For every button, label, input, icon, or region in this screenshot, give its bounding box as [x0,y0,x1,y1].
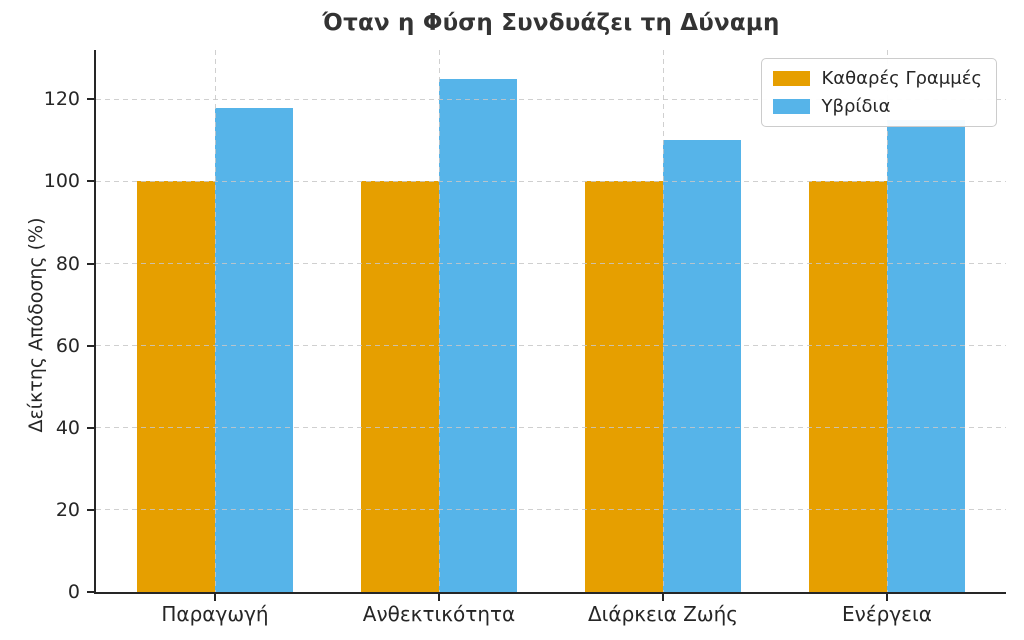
legend-swatch [773,71,811,86]
bar-series1 [585,181,663,592]
x-axis-spine [94,592,1006,594]
axes-layer: 0 20 40 60 80 100 120 Παραγωγή Ανθεκτικότητα Διά… [44,50,1006,626]
chart-title: Όταν η Φύση Συνδυάζει τη Δύναμη [322,10,780,36]
y-tick-mark [87,180,94,183]
bar-series2 [439,78,517,592]
y-tick-label: 60 [55,334,80,357]
legend: Καθαρές Γραμμές Υβρίδια [761,58,997,127]
x-tick-label: Διάρκεια Ζωής [587,602,739,626]
x-tick-label: Παραγωγή [161,602,269,626]
y-axis-spine [94,50,96,594]
x-tick-mark [886,594,888,601]
y-tick-mark [87,591,94,593]
x-tick-mark [214,594,216,601]
y-tick-label: 40 [55,416,80,439]
legend-swatch [773,99,811,114]
y-tick-mark [87,426,94,429]
legend-label: Καθαρές Γραμμές [821,68,982,89]
legend-item: Υβρίδια [773,96,982,117]
x-tick-mark [662,594,664,601]
bar-series1 [137,181,215,592]
bar-series2 [663,140,741,592]
y-tick-mark [87,344,94,347]
y-tick-label: 80 [55,252,80,275]
x-tick-label: Ανθεκτικότητα [362,602,516,626]
y-tick-label: 20 [55,498,80,521]
y-tick-mark [87,508,94,511]
legend-label: Υβρίδια [821,96,891,117]
legend-item: Καθαρές Γραμμές [773,68,982,89]
y-tick-label: 0 [67,581,80,603]
y-tick-label: 120 [43,88,80,111]
y-tick-mark [87,98,94,101]
x-tick-mark [438,594,440,601]
bar-series1 [809,181,887,592]
plot-area: 0 20 40 60 80 100 120 Παραγωγή Ανθεκτικότητα Διά… [44,50,1006,626]
y-tick-label: 100 [43,170,80,193]
y-tick-mark [87,262,94,265]
bar-series1 [361,181,439,592]
x-tick-label: Ενέργεια [842,602,932,626]
bar-series2 [887,119,965,592]
bars-layer [96,50,1006,592]
bar-series2 [215,107,293,592]
